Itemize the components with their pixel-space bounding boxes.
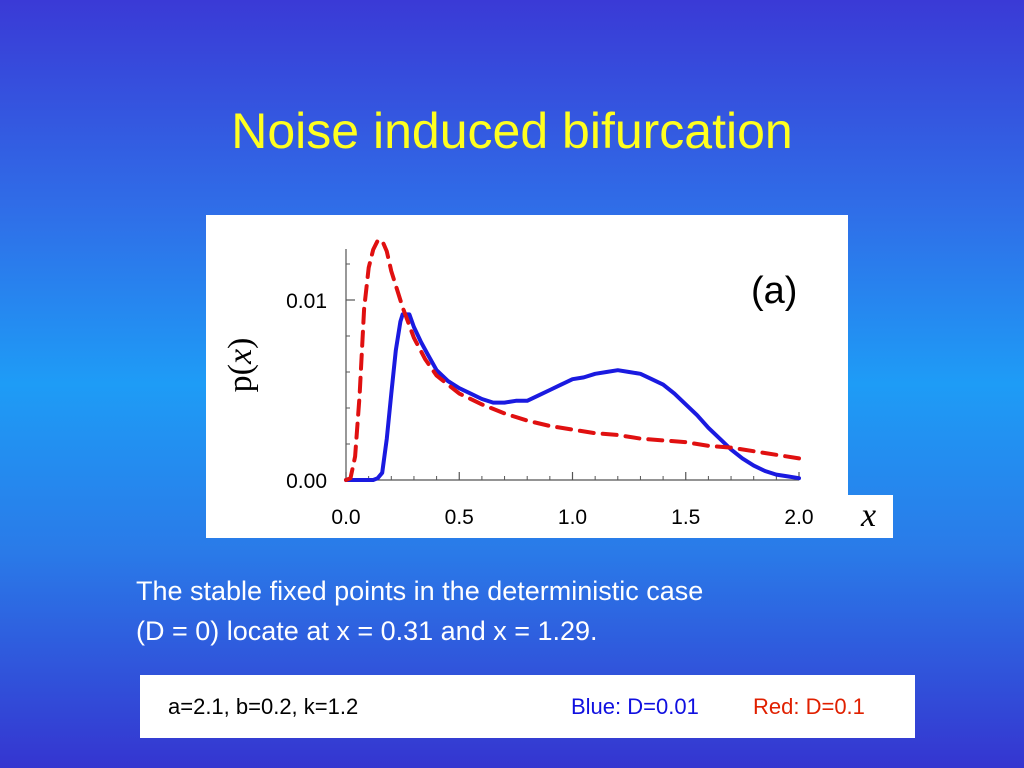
chart-ticks: 0.00 0.01 0.0 0.5 1.0 1.5 2.0	[286, 263, 814, 529]
series-red-dashed-line	[344, 238, 801, 482]
chart-axes	[345, 249, 799, 481]
x-tick-label: 0.0	[331, 506, 360, 529]
x-tick-label: 1.5	[671, 506, 700, 529]
parameters-text: a=2.1, b=0.2, k=1.2	[168, 694, 359, 719]
chart-lines	[344, 238, 801, 482]
y-axis-label: p(x)	[222, 338, 259, 393]
chart-svg: 0.00 0.01 0.0 0.5 1.0 1.5 2.0 (a) p(x)	[222, 238, 814, 529]
x-tick-label: 0.5	[445, 506, 474, 529]
x-axis-label: x	[861, 497, 877, 534]
caption-line-2: (D = 0) locate at x = 0.31 and x = 1.29.	[136, 616, 598, 646]
y-tick-label: 0.01	[286, 290, 327, 313]
x-tick-label: 2.0	[784, 506, 813, 529]
x-tick-label: 1.0	[558, 506, 587, 529]
legend-red: Red: D=0.1	[753, 694, 865, 719]
panel-label: (a)	[751, 270, 797, 312]
legend-blue: Blue: D=0.01	[571, 694, 699, 719]
series-blue-line	[344, 312, 801, 482]
caption: The stable fixed points in the determini…	[136, 571, 896, 651]
y-tick-label: 0.00	[286, 470, 327, 493]
caption-line-1: The stable fixed points in the determini…	[136, 576, 704, 606]
slide-title: Noise induced bifurcation	[231, 103, 793, 159]
legend-box: a=2.1, b=0.2, k=1.2 Blue: D=0.01 Red: D=…	[140, 675, 915, 738]
chart-panel: 0.00 0.01 0.0 0.5 1.0 1.5 2.0 (a) p(x)	[206, 215, 848, 538]
x-axis-label-box: x	[843, 495, 893, 538]
